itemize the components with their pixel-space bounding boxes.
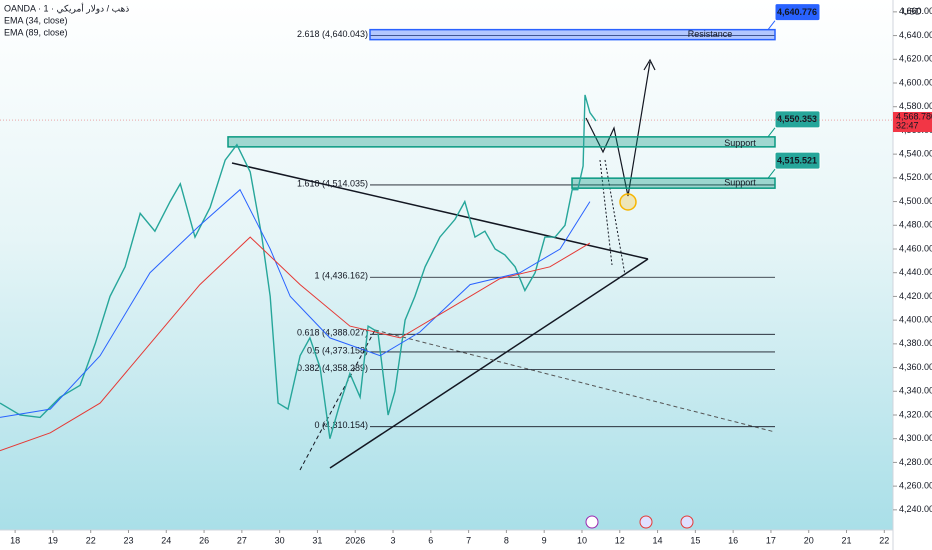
last-price-box [893, 112, 932, 133]
currency: USD [902, 6, 922, 16]
dashed-line [299, 329, 376, 471]
price-line [0, 94, 597, 439]
y-tick-label: 4,620.000 [899, 54, 932, 64]
countdown: 32:47 [896, 120, 919, 130]
fib-label: 0.5 (4,373.158) [307, 345, 368, 355]
x-tick-label: 6 [428, 535, 433, 545]
y-tick-label: 4,240.000 [899, 504, 932, 514]
x-tick-label: 12 [615, 535, 625, 545]
x-tick-label: 23 [123, 535, 133, 545]
plot-background [0, 0, 893, 530]
symbol-header: OANDA · 1 · ذهب / دولار أمريكي [4, 1, 129, 14]
target-circle [619, 193, 637, 211]
y-tick-label: 4,540.000 [899, 149, 932, 159]
price-callout [774, 110, 821, 129]
event-icons [585, 515, 694, 529]
y-tick-label: 4,440.000 [899, 267, 932, 277]
last-price-label: 4,568.780 [896, 111, 932, 121]
y-tick-label: 4,600.000 [899, 77, 932, 87]
y-tick-label: 4,400.000 [899, 315, 932, 325]
x-tick-label: 27 [237, 535, 247, 545]
x-tick-label: 7 [466, 535, 471, 545]
x-tick-label: 26 [199, 535, 209, 545]
y-tick-label: 4,580.000 [899, 101, 932, 111]
x-tick-label: 15 [690, 535, 700, 545]
y-tick-label: 4,280.000 [899, 457, 932, 467]
x-tick-label: 19 [48, 535, 58, 545]
y-tick-label: 4,340.000 [899, 386, 932, 396]
callout-stem [767, 20, 776, 30]
fib-label: 0.382 (4,358.289) [297, 363, 368, 373]
triangle-line [329, 258, 649, 469]
x-tick-label: 14 [653, 535, 663, 545]
y-tick-label: 4,420.000 [899, 291, 932, 301]
triangle-line [231, 162, 649, 260]
x-tick-label: 16 [728, 535, 738, 545]
dotted-path [604, 159, 626, 276]
zone [227, 136, 776, 148]
y-tick-label: 4,460.000 [899, 243, 932, 253]
event-icon [585, 515, 599, 529]
x-tick-label: 18 [10, 535, 20, 545]
price-callout [774, 151, 821, 170]
fib-label: 0 (4,310.154) [314, 420, 368, 430]
x-tick-label: 17 [766, 535, 776, 545]
zone-label: Support [724, 138, 756, 148]
x-tick-label: 10 [577, 535, 587, 545]
zone [571, 177, 776, 189]
event-icon [639, 515, 653, 529]
y-tick-label: 4,300.000 [899, 433, 932, 443]
y-tick-label: 4,480.000 [899, 220, 932, 230]
x-tick-label: 22 [879, 535, 889, 545]
y-tick-label: 4,260.000 [899, 481, 932, 491]
arrow-head [643, 58, 656, 71]
time-axis [0, 530, 893, 550]
zone-label: Resistance [688, 29, 733, 39]
x-tick-label: 8 [504, 535, 509, 545]
y-tick-label: 4,500.000 [899, 196, 932, 206]
x-tick-label: 24 [161, 535, 171, 545]
ema-line [0, 236, 591, 452]
y-tick-label: 4,320.000 [899, 409, 932, 419]
x-tick-label: 3 [391, 535, 396, 545]
x-tick-label: 9 [542, 535, 547, 545]
fib-label: 2.618 (4,640.043) [297, 29, 368, 39]
y-tick-label: 4,380.000 [899, 338, 932, 348]
x-tick-label: 31 [312, 535, 322, 545]
callout-stem [767, 127, 776, 138]
fib-label: 1.618 (4,514.035) [297, 178, 368, 188]
price-callout-label: 4,640.776 [777, 7, 817, 17]
x-tick-label: 21 [842, 535, 852, 545]
x-tick-label: 20 [804, 535, 814, 545]
projection-path [585, 61, 651, 197]
legend-entry: EMA (89, close) [4, 27, 68, 37]
x-tick-label: 22 [86, 535, 96, 545]
zone-label: Support [724, 178, 756, 188]
fib-label: 0.618 (4,388.027) [297, 328, 368, 338]
callout-stem [767, 168, 776, 179]
zone [369, 28, 776, 41]
event-icon [680, 515, 694, 529]
ema-line [0, 188, 591, 418]
legend-entry: EMA (34, close) [4, 15, 68, 25]
price-callout-label: 4,550.353 [777, 114, 817, 124]
y-tick-label: 4,640.000 [899, 30, 932, 40]
y-tick-label: 4,360.000 [899, 362, 932, 372]
price-callout-label: 4,515.521 [777, 156, 817, 166]
dashed-line [374, 329, 776, 433]
y-tick-label: 4,520.000 [899, 172, 932, 182]
price-axis [893, 0, 932, 550]
price-callout [774, 3, 821, 22]
y-tick-label: 4,660.000 [899, 6, 932, 16]
x-tick-label: 2026 [345, 535, 365, 545]
x-tick-label: 30 [275, 535, 285, 545]
fib-label: 1 (4,436.162) [314, 271, 368, 281]
